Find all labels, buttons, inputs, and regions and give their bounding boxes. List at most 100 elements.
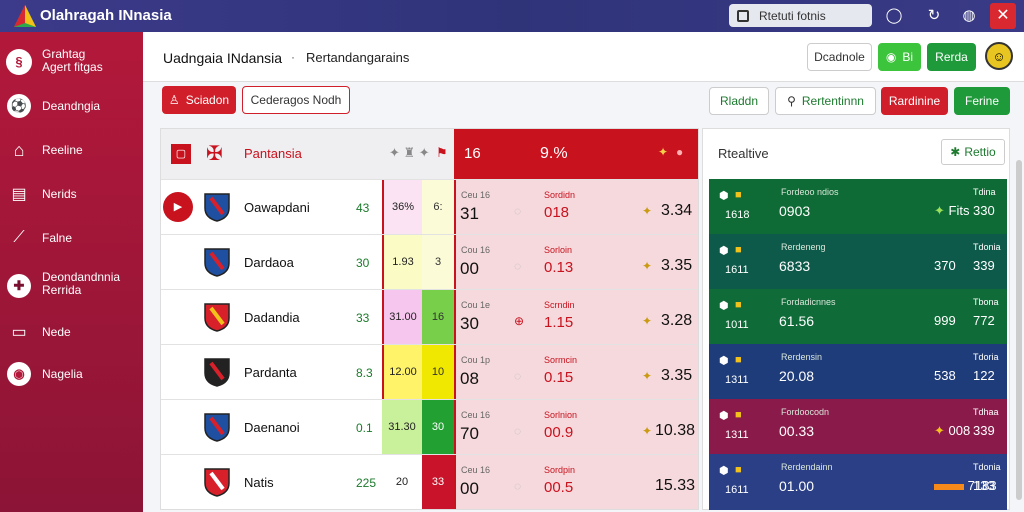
header-button-3[interactable]: Rerda	[927, 43, 976, 71]
odds-cell[interactable]: 20	[382, 455, 422, 509]
cell-label: Sorloin	[544, 245, 573, 255]
sidebar-item-nerids[interactable]: ▤ Nerids	[0, 174, 143, 214]
odds-value[interactable]: 15.33	[655, 477, 696, 494]
cell-value: 1.15	[544, 314, 574, 331]
cell-label: Cou 16	[461, 245, 491, 255]
odds-value[interactable]: 3.35	[661, 367, 693, 384]
row-number: 1611	[725, 264, 749, 276]
app-title: Olahragah INnasia	[40, 7, 172, 24]
sidebar-item-nede[interactable]: ▭ Nede	[0, 312, 143, 352]
team-badges-icon: ⬢ ■ 1618	[719, 189, 750, 221]
breadcrumb-separator: ·	[291, 50, 295, 64]
team-name: Natis	[244, 475, 274, 490]
filter-button-red-label: Sciadon	[185, 93, 230, 107]
row-mid-text: 999	[934, 313, 956, 328]
sidebar-item-brand[interactable]: § Grahtag Agert fitgas	[0, 40, 143, 84]
action-button-3[interactable]: Rardinine	[881, 87, 948, 115]
close-icon[interactable]: ✕	[990, 3, 1016, 29]
odds-cell[interactable]: 16	[422, 290, 454, 344]
row-mid-text: 538	[934, 368, 956, 383]
cell-big-value: 00	[460, 259, 479, 278]
globe-user-icon[interactable]: ◍	[962, 7, 976, 24]
action-button-4[interactable]: Ferine	[954, 87, 1010, 115]
row-label: Fordeoo ndios	[781, 187, 839, 197]
realtime-row[interactable]: ⬢ ■ 1618 Fordeoo ndios 0903 ✦ Fits Tdina 330	[709, 179, 1007, 235]
cell-label: Ceu 16	[461, 190, 491, 200]
team-crest-icon	[204, 248, 230, 277]
table-row[interactable]: Dardaoa 30 1.93 3 Cou 16 00 ◌ Sorloin 0.13 ✦ 3.35	[161, 234, 698, 289]
odds-cell[interactable]: 1.93	[382, 235, 422, 289]
sidebar-item-label: Deandngia	[42, 99, 101, 113]
refresh-icon[interactable]: ↻	[927, 7, 941, 24]
action-button-1[interactable]: Rladdn	[709, 87, 769, 115]
team-badges-icon: ⬢ ■ 1611	[719, 464, 749, 496]
sidebar: § Grahtag Agert fitgas ⚽ Deandngia ⌂ Ree…	[0, 32, 143, 512]
trend-icon: ⟋	[13, 229, 25, 246]
odds-cell[interactable]: 36%	[382, 180, 422, 234]
star-icon: ✦	[642, 314, 653, 328]
shield-logo-icon: §	[6, 49, 32, 75]
row-end-value: 122	[973, 368, 995, 383]
sidebar-item-nagelia[interactable]: ◉ Nagelia	[0, 354, 143, 394]
filter-button-red[interactable]: ♙ Sciadon	[162, 86, 236, 114]
arrow-icon: ✦	[934, 423, 949, 438]
odds-cell[interactable]: 12.00	[382, 345, 422, 399]
odds-value[interactable]: 3.35	[661, 257, 693, 274]
filter-button-outline[interactable]: Cederagos Nodh	[242, 86, 350, 114]
sidebar-item-label: Deondandnnia Rerrida	[42, 270, 121, 297]
indicator-icon: ◌	[514, 424, 522, 438]
square-icon	[737, 9, 749, 22]
action-button-2[interactable]: ⚲ Rertentinnn	[775, 87, 876, 115]
table-row[interactable]: Natis 225 20 33 Ceu 16 00 ◌ Sordpin 00.5 15.33	[161, 454, 698, 509]
checkbox-icon[interactable]: ▢	[171, 144, 191, 164]
header-button-2[interactable]: ◉ Bi	[878, 43, 921, 71]
cell-big-value: 00	[460, 479, 479, 498]
top-search-box[interactable]: Rtetuti fotnis	[729, 4, 872, 27]
header-button-1[interactable]: Dcadnole	[807, 43, 872, 71]
cell-value: 0.15	[544, 369, 574, 386]
table-row[interactable]: Daenanoi 0.1 31.30 30 Ceu 16 70 ◌ Sorlnion 00.9 ✦…	[161, 399, 698, 454]
sidebar-item-falne[interactable]: ⟋ Falne	[0, 218, 143, 258]
crest-icon: ✠	[206, 143, 223, 165]
row-mid-text: 7183	[967, 478, 997, 493]
realtime-row[interactable]: ⬢ ■ 1611 Rerdendainn 01.00 7183 Tdonia 133	[709, 454, 1007, 510]
sidebar-item-reeline[interactable]: ⌂ Reeline	[0, 130, 143, 170]
cell-value: 00.5	[544, 479, 574, 496]
notification-icon[interactable]: ◯	[885, 7, 903, 24]
indicator-icon: ⊕	[514, 314, 525, 328]
team-score: 0.1	[356, 421, 373, 435]
odds-cell[interactable]: 31.30	[382, 400, 422, 454]
cell-label: Sorlnion	[544, 410, 578, 420]
team-crest-icon	[204, 193, 230, 222]
row-number: 1011	[725, 319, 749, 331]
realtime-row[interactable]: ⬢ ■ 1011 Fordadicnnes 61.56 999 Tbona 772	[709, 289, 1007, 345]
row-value: 00.33	[779, 423, 815, 439]
odds-cell[interactable]: 6:	[422, 180, 454, 234]
odds-value[interactable]: 3.34	[661, 202, 693, 219]
avatar[interactable]: ☺	[985, 42, 1013, 70]
odds-cell[interactable]: 10	[422, 345, 454, 399]
sidebar-item-deondandnnia[interactable]: ✚ Deondandnnia Rerrida	[0, 262, 143, 310]
chart-icon: ▤	[11, 186, 27, 203]
table-row[interactable]: ▶ Oawapdani 43 36% 6: Ceu 16 31 ◌ Sordidn 018 ✦ 3.3…	[161, 179, 698, 234]
odds-cell[interactable]: 30	[422, 400, 454, 454]
realtime-row[interactable]: ⬢ ■ 1611 Rerdeneng 6833 370 Tdonia 339	[709, 234, 1007, 290]
odds-cell[interactable]: 33	[422, 455, 454, 509]
selected-marker-icon[interactable]: ▶	[163, 192, 193, 222]
odds-cell[interactable]: 3	[422, 235, 454, 289]
row-value: 0903	[779, 203, 811, 219]
cell-value: 00.9	[544, 424, 574, 441]
odds-value[interactable]: 10.38	[655, 422, 696, 439]
realtime-row[interactable]: ⬢ ■ 1311 Rerdensin 20.08 538 Tdoria 122	[709, 344, 1007, 400]
scrollbar[interactable]	[1016, 160, 1022, 500]
realtime-row[interactable]: ⬢ ■ 1311 Fordoocodn 00.33 ✦ 008 Tdhaa 339	[709, 399, 1007, 455]
odds-cell[interactable]: 31.00	[382, 290, 422, 344]
breadcrumb[interactable]: Rertandangarains	[306, 50, 410, 65]
odds-value[interactable]: 3.28	[661, 312, 693, 329]
table-row[interactable]: Dadandia 33 31.00 16 Cou 1e 30 ⊕ Scrndin 1.15 ✦ 3.…	[161, 289, 698, 344]
sidebar-item-deandngia[interactable]: ⚽ Deandngia	[0, 86, 143, 126]
header-stars-icon: ✦ ♜ ✦	[389, 145, 430, 160]
table-row[interactable]: Pardanta 8.3 12.00 10 Cou 1p 08 ◌ Sormcin 0.15 ✦ 3…	[161, 344, 698, 399]
row-label2: Tdhaa	[973, 407, 999, 417]
realtime-button[interactable]: ✱ Rettio	[941, 139, 1005, 165]
